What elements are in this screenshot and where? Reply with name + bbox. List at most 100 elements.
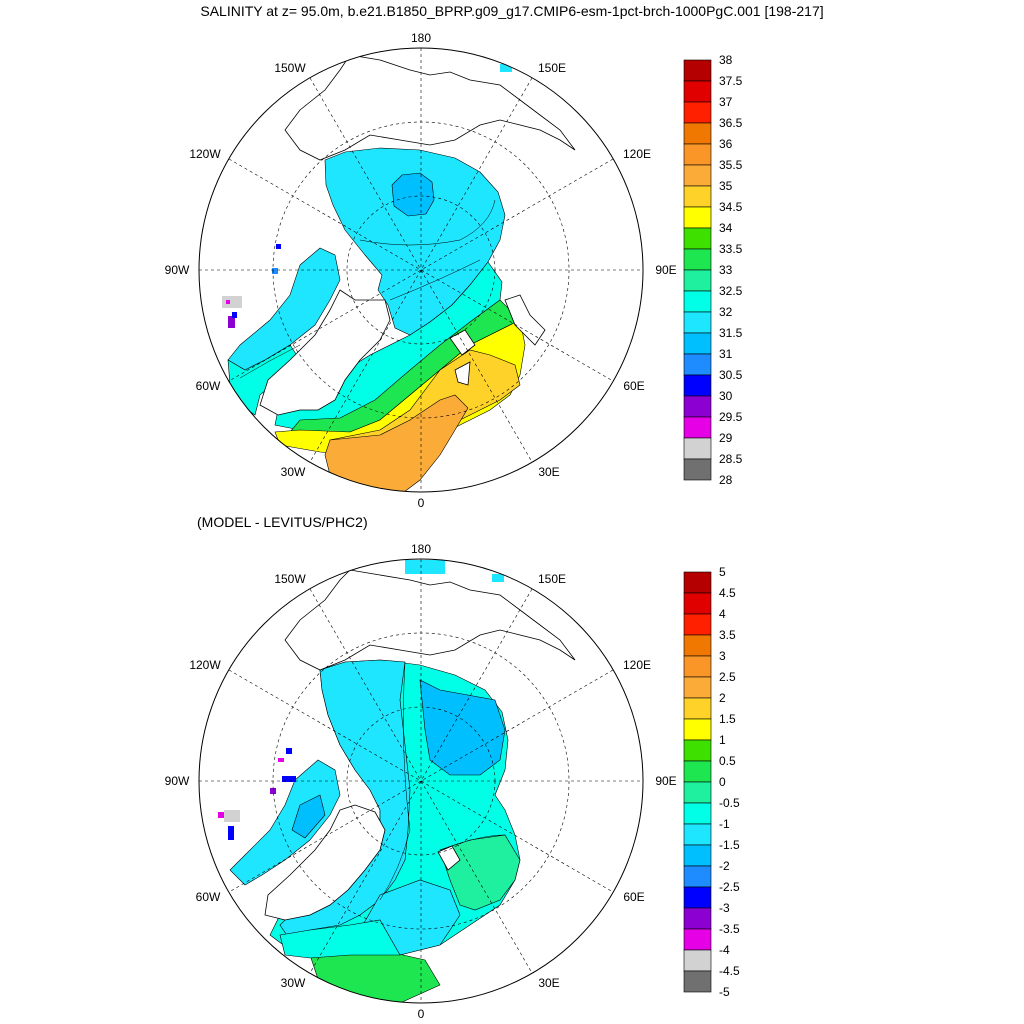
lon-label-120w: 120W [189,147,221,161]
lon-label-60e: 60E [623,890,644,904]
colorbar-swatch [683,718,712,741]
pacific-cyan-2 [405,560,445,574]
colorbar-swatch [683,676,712,699]
colorbar-swatch [683,928,712,951]
colorbar-swatch [683,143,712,166]
salinity-map [198,47,644,493]
contour-lines-2 [379,661,506,901]
colorbar-tick-label: 30 [719,389,733,403]
colorbar-swatch [683,122,712,145]
barents-sea-diff [439,834,521,911]
difference-map [198,558,644,1004]
lon-label-60w: 60W [196,379,221,393]
colorbar-tick-label: 31.5 [719,326,743,340]
colorbar-tick-label: 33 [719,263,733,277]
colorbar-tick-label: 34.5 [719,200,743,214]
basin-low-core [391,172,435,217]
colorbar-tick-label: 28 [719,473,733,487]
coastlines [259,54,576,416]
hudson-gray-2 [224,810,240,822]
lon-label-0: 0 [418,496,425,510]
pacific-cyan [500,64,512,72]
colorbar-tick-label: -5 [719,985,730,999]
colorbar-tick-label: 30.5 [719,368,743,382]
colorbar-swatch [683,970,712,993]
lon-label-150w: 150W [274,61,306,75]
lon-label-60e: 60E [623,379,644,393]
coastal-blue-3 [286,748,292,754]
colorbar-tick-label: 5 [719,565,726,579]
colorbar-tick-label: 4.5 [719,586,736,600]
contour-lines [239,199,496,379]
colorbar-tick-label: 0 [719,775,726,789]
colorbar-swatch [683,395,712,418]
lon-label-90e: 90E [655,263,676,277]
colorbar-tick-label: 35 [719,179,733,193]
colorbar-tick-label: 0.5 [719,754,736,768]
colorbar-swatch [683,781,712,804]
colorbar-swatch [683,206,712,229]
baffin-minus-1-5 [291,794,326,839]
atlantic-cyan-south [279,919,401,959]
salinity-colorbar: 38 37.5 37 36.5 36 35.5 35 34.5 34 33.5 33 32.5 32 31… [683,53,743,487]
colorbar-swatch [683,185,712,208]
colorbar-swatch [683,458,712,481]
colorbar-tick-label: 37 [719,95,733,109]
colorbar-swatch [683,634,712,657]
panel-subtitle: (MODEL - LEVITUS/PHC2) [197,514,368,530]
colorbar-swatch [683,949,712,972]
colorbar-swatch [683,823,712,846]
colorbar-swatch [683,437,712,460]
hudson-magenta-2 [218,812,224,818]
hudson-gray [222,296,242,308]
colorbar-swatch [683,59,712,82]
grid-lines-2 [199,559,643,1003]
colorbar-tick-label: 28.5 [719,452,743,466]
lon-label-30e: 30E [538,465,559,479]
colorbar-tick-label: 36.5 [719,116,743,130]
colorbar-tick-label: -4.5 [719,964,740,978]
page-title: SALINITY at z= 95.0m, b.e21.B1850_BPRP.g… [200,3,824,19]
grid-lines [199,48,643,492]
lon-label-180: 180 [411,542,431,556]
lon-label-30w: 30W [281,465,306,479]
colorbar-swatch [683,907,712,930]
hudson-blue-2 [228,826,234,840]
hudson-magenta [226,300,230,304]
colorbar-swatch [683,802,712,825]
colorbar-tick-label: 31 [719,347,733,361]
hudson-blue [232,312,237,318]
coastal-magenta-3 [278,758,284,762]
colorbar-tick-label: 29 [719,431,733,445]
colorbar-swatch [683,844,712,867]
hudson-purple [228,316,235,328]
colorbar-swatch [683,227,712,250]
lon-label-0: 0 [418,1007,425,1021]
colorbar-tick-label: 32.5 [719,284,743,298]
colorbar-swatch [683,269,712,292]
colorbar-swatch [683,760,712,783]
map-boundary-2 [198,558,644,1004]
coastlines-2 [264,569,576,921]
lon-label-120w: 120W [189,658,221,672]
colorbar-swatch [683,101,712,124]
baffin-bay-diff [229,759,341,886]
colorbar-tick-label: 37.5 [719,74,743,88]
colorbar-swatch [683,311,712,334]
north-atlantic-green [309,949,441,1003]
lon-label-90e: 90E [655,774,676,788]
colorbar-tick-label: 35.5 [719,158,743,172]
colorbar-swatch [683,248,712,271]
colorbar-tick-label: 33.5 [719,242,743,256]
colorbar-tick-label: 29.5 [719,410,743,424]
colorbar-swatch [683,739,712,762]
colorbar-tick-label: 3.5 [719,628,736,642]
colorbar-tick-label: 38 [719,53,733,67]
colorbar-swatch [683,332,712,355]
lon-label-150e: 150E [538,61,566,75]
canada-basin-minus-1-5 [419,679,506,776]
colorbar-swatch [683,374,712,397]
colorbar-tick-label: 36 [719,137,733,151]
colorbar-swatch [683,80,712,103]
